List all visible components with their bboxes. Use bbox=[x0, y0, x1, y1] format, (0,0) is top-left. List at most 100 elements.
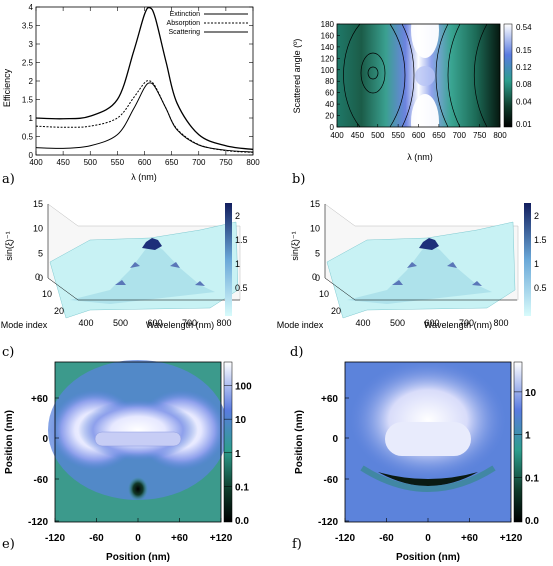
series-line-extinction bbox=[35, 6, 254, 151]
colorbar bbox=[225, 203, 232, 316]
colorbar-tick-label: 0.0 bbox=[235, 516, 249, 527]
x-tick-label: 800 bbox=[493, 131, 507, 140]
x-tick-label: 650 bbox=[432, 131, 446, 140]
surface-ridge-marks bbox=[115, 262, 205, 286]
colorbar-tick-label: 0.54 bbox=[516, 23, 532, 32]
colorbar-tick-label: 0.01 bbox=[516, 120, 532, 129]
z-tick-label: 5 bbox=[38, 248, 43, 258]
contours bbox=[343, 23, 488, 128]
y-tick-label: 10 bbox=[319, 289, 329, 299]
z-axis-label: sin(ξ)⁻¹ bbox=[4, 231, 14, 260]
y-tick-label: 20 bbox=[54, 306, 64, 316]
x-tick-label: 600 bbox=[424, 318, 439, 328]
heatmap-glow bbox=[350, 360, 506, 480]
panel-label: f) bbox=[292, 537, 302, 552]
x-tick-label: 550 bbox=[391, 131, 405, 140]
z-tick-label: 15 bbox=[33, 199, 43, 209]
x-tick-label: 500 bbox=[84, 158, 98, 167]
y-tick-label: 0 bbox=[330, 123, 335, 132]
x-tick-label: 400 bbox=[330, 131, 344, 140]
panel-label: c) bbox=[2, 345, 14, 360]
x-tick-label: 700 bbox=[459, 318, 474, 328]
x-tick-label: 800 bbox=[493, 318, 508, 328]
z-tick-label: 0 bbox=[315, 273, 320, 283]
colorbar-tick-label: 1 bbox=[525, 431, 531, 442]
x-tick-label: 0 bbox=[425, 533, 431, 544]
x-tick-label: 750 bbox=[219, 158, 233, 167]
plot-frame bbox=[35, 6, 254, 156]
heatmap-teal-band bbox=[360, 465, 496, 492]
y-tick-label: 0.5 bbox=[22, 133, 34, 142]
heatmap-glow-center bbox=[78, 400, 198, 460]
y-tick-label: 1 bbox=[29, 114, 34, 123]
series-line-scattering bbox=[35, 82, 254, 153]
y-tick-label: 2 bbox=[29, 77, 34, 86]
x-tick-label: 400 bbox=[29, 158, 43, 167]
colorbar-tick-label: 0.08 bbox=[516, 80, 532, 89]
y-axis-label: Scattered angle (º) bbox=[292, 39, 302, 114]
colorbar-tick-label: 0.12 bbox=[516, 63, 532, 72]
x-tick-label: 450 bbox=[351, 131, 365, 140]
colorbar-tick-label: 1 bbox=[534, 259, 539, 269]
legend-label: Absorption bbox=[167, 20, 201, 27]
x-tick-label: 700 bbox=[453, 131, 467, 140]
y-tick-label: +60 bbox=[31, 394, 48, 405]
colorbar-tick-label: 1.5 bbox=[235, 235, 248, 245]
colorbar-tick-label: 0.0 bbox=[525, 516, 539, 527]
colorbar bbox=[513, 361, 523, 523]
colorbar-tick-label: 1 bbox=[235, 259, 240, 269]
colorbar-tick-label: 0.04 bbox=[516, 97, 532, 106]
surface-ridge bbox=[347, 243, 492, 304]
y-tick-label: 2.5 bbox=[22, 59, 34, 68]
x-axis-label: Wavelength (nm) bbox=[424, 320, 492, 330]
y-axis-label: Mode index bbox=[277, 320, 324, 330]
y-tick-label: 160 bbox=[321, 31, 335, 40]
y-tick-label: -120 bbox=[28, 517, 48, 528]
heatmap-dark-spot bbox=[128, 477, 148, 501]
surface-peak bbox=[419, 238, 439, 250]
x-tick-label: 550 bbox=[111, 158, 125, 167]
z-tick-label: 15 bbox=[310, 199, 320, 209]
heatmap-dark-band bbox=[378, 472, 478, 486]
y-tick-label: 1.5 bbox=[22, 96, 34, 105]
y-tick-label: 120 bbox=[321, 54, 335, 63]
y-tick-label: 3.5 bbox=[22, 22, 34, 31]
z-tick-label: 5 bbox=[315, 248, 320, 258]
nanorod bbox=[385, 422, 471, 456]
colorbar-tick-label: 1.5 bbox=[534, 235, 547, 245]
x-axis-label: λ (nm) bbox=[407, 152, 433, 162]
colorbar-tick-label: 0.5 bbox=[235, 283, 248, 293]
z-tick-label: 10 bbox=[33, 224, 43, 234]
x-tick-label: +120 bbox=[500, 533, 523, 544]
y-tick-label: 0 bbox=[29, 151, 34, 160]
colorbar-tick-label: 10 bbox=[235, 415, 247, 426]
legend-label: Extinction bbox=[170, 11, 200, 18]
x-axis-label: Position (nm) bbox=[106, 552, 170, 563]
panel-label: b) bbox=[292, 172, 305, 187]
y-tick-label: 40 bbox=[325, 100, 334, 109]
z-tick-label: 0 bbox=[38, 273, 43, 283]
x-axis-label: λ (nm) bbox=[131, 172, 157, 182]
x-tick-label: -120 bbox=[45, 533, 65, 544]
x-tick-label: 600 bbox=[147, 318, 162, 328]
x-tick-label: 750 bbox=[473, 131, 487, 140]
y-tick-label: 20 bbox=[325, 112, 334, 121]
x-tick-label: -120 bbox=[335, 533, 355, 544]
panel-label: e) bbox=[2, 537, 15, 552]
x-tick-label: 600 bbox=[138, 158, 152, 167]
x-tick-label: 800 bbox=[216, 318, 231, 328]
colorbar-tick-label: 100 bbox=[235, 382, 252, 393]
x-tick-label: 450 bbox=[56, 158, 70, 167]
x-tick-label: -60 bbox=[379, 533, 394, 544]
surface-ridge-marks bbox=[392, 262, 482, 286]
y-tick-label: 0 bbox=[35, 272, 40, 282]
x-tick-label: 700 bbox=[182, 318, 197, 328]
x-tick-label: 650 bbox=[165, 158, 179, 167]
y-tick-label: 80 bbox=[325, 77, 334, 86]
panel-b: 0 20 40 60 80 100 120 140 160 180 400 450 500 550 600… bbox=[292, 2, 532, 187]
y-axis bbox=[47, 277, 79, 301]
x-tick-label: 600 bbox=[412, 131, 426, 140]
x-tick-label: 800 bbox=[246, 158, 260, 167]
panel-f: 10 1 0.1 0.0 -120 -60 0 +60 +120 +60 0 -60 -120 Pos… bbox=[292, 360, 539, 563]
